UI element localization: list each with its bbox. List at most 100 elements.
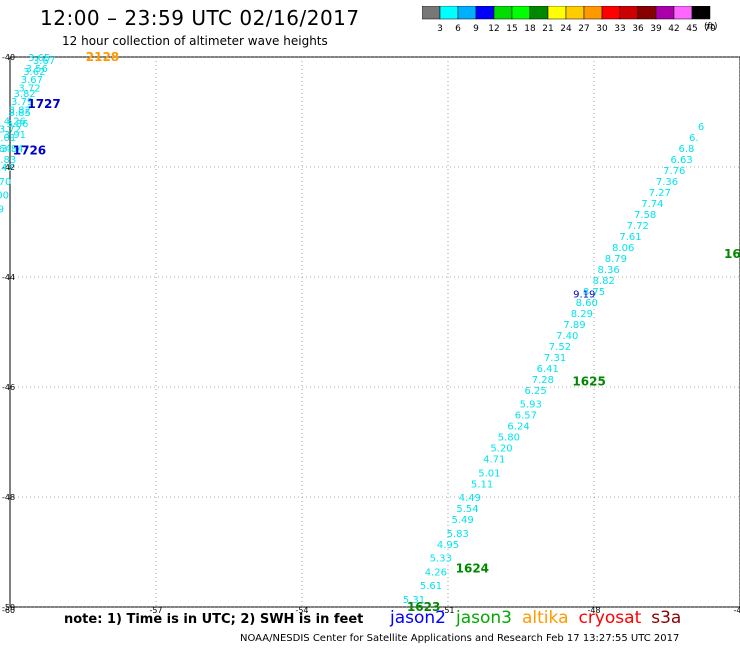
wave-height-value: 4.49 (459, 493, 481, 504)
x-tick-label: -45 (733, 606, 740, 615)
wave-height-value: 8.60 (576, 298, 598, 309)
wave-height-value: 8.36 (597, 265, 619, 276)
colorbar-label: 33 (614, 24, 625, 34)
colorbar-label: 36 (632, 24, 644, 34)
colorbar-label: 9 (473, 24, 479, 34)
wave-height-value: 7.58 (634, 210, 656, 221)
colorbar-label: 21 (542, 24, 553, 34)
satellite-jason2: jason2 (390, 608, 446, 628)
pass-time-label: 16 (724, 247, 740, 261)
units-note: note: 1) Time is in UTC; 2) SWH is in fe… (64, 612, 364, 627)
corner-label: -60 (2, 606, 15, 615)
x-tick-label: -48 (587, 606, 600, 615)
wave-height-value: 5.11 (471, 479, 493, 490)
wave-height-value: 5.83 (447, 529, 469, 540)
y-tick-label: -48 (2, 493, 15, 502)
wave-height-value: 4.01 (0, 133, 16, 144)
x-tick-label: -54 (295, 606, 308, 615)
x-tick-label: -57 (149, 606, 162, 615)
satellite-legend: jason2 jason3 altika cryosat s3a (390, 608, 691, 628)
wave-height-value: 5.20 (490, 444, 512, 455)
wave-height-value: 7.52 (549, 342, 571, 353)
wave-height-value: 8.75 (583, 287, 605, 298)
satellite-s3a: s3a (651, 608, 682, 628)
pass-time-label: 1624 (456, 562, 489, 576)
wave-height-value: 6.57 (515, 411, 537, 422)
wave-height-value: 7.28 (532, 375, 554, 386)
wave-height-value: 4.99 (0, 204, 4, 215)
wave-height-value: 4.70 (0, 177, 11, 188)
wave-height-value: 4.95 (437, 540, 459, 551)
wave-height-value: 6.8 (679, 144, 695, 155)
pass-time-label: 2128 (86, 50, 119, 64)
satellite-jason3: jason3 (456, 608, 512, 628)
y-tick-label: -40 (2, 53, 15, 62)
wave-height-value: 5.61 (420, 581, 442, 592)
wave-height-value: 3.65 (28, 53, 50, 64)
page-title: 12:00 – 23:59 UTC 02/16/2017 (40, 6, 360, 30)
wave-height-value: 3.91 (4, 130, 26, 141)
wave-height-value: 6 (698, 122, 704, 133)
wave-height-value: 8.29 (571, 309, 593, 320)
map-frame (9, 56, 740, 608)
colorbar-label: 15 (506, 24, 517, 34)
wave-height-value: 8.82 (593, 276, 615, 287)
wave-height-value: 8.06 (612, 243, 634, 254)
colorbar-label: 24 (560, 24, 572, 34)
colorbar-label: 45 (686, 24, 697, 34)
wave-height-value: 6.25 (524, 386, 546, 397)
colorbar-label: 30 (596, 24, 608, 34)
wave-height-value: 3.86 (6, 119, 28, 130)
wave-height-value: 5.80 (498, 433, 520, 444)
wave-height-value: 6.41 (537, 364, 559, 375)
colorbar-label: 12 (488, 24, 499, 34)
wave-height-value: 4.26 (4, 116, 26, 127)
wave-height-value: 3.79 (11, 97, 33, 108)
colorbar-label: 18 (524, 24, 536, 34)
wave-height-value: 7.36 (656, 177, 678, 188)
pass-time-label: 1726 (13, 144, 46, 158)
wave-height-value: 5.00 (0, 191, 9, 202)
wave-height-value: 3.67 (21, 75, 43, 86)
colorbar-label: 6 (455, 24, 461, 34)
wave-height-value: 4.47 (0, 163, 14, 174)
wave-height-value: 7.27 (649, 188, 671, 199)
colorbar-label: 27 (578, 24, 589, 34)
wave-height-value: 3.62 (23, 67, 45, 78)
y-tick-label: -46 (2, 383, 15, 392)
credit-line: NOAA/NESDIS Center for Satellite Applica… (240, 633, 680, 644)
colorbar-label: 42 (668, 24, 679, 34)
wave-height-value: 3.72 (18, 83, 40, 94)
wave-height-value: 7.89 (563, 320, 585, 331)
wave-height-value: 3.67 (33, 56, 55, 67)
wave-height-value: 3.56 (26, 64, 48, 75)
wave-height-value: 8.79 (605, 254, 627, 265)
wave-height-value: 9.19 (573, 290, 595, 301)
wave-height-value: 7.61 (619, 232, 641, 243)
satellite-cryosat: cryosat (578, 608, 642, 628)
x-tick-label: -51 (441, 606, 454, 615)
wave-height-colorbar: 3 6 9 12 15 18 21 24 27 30 33 36 39 42 45 70 (422, 6, 716, 34)
pass-time-label: 1625 (572, 375, 605, 389)
wave-height-value: 3.83 (0, 155, 16, 166)
pass-time-label: 1623 (407, 600, 440, 614)
colorbar-label: 70 (704, 24, 716, 34)
wave-height-value: 5.93 (520, 400, 542, 411)
page-subtitle: 12 hour collection of altimeter wave hei… (62, 34, 328, 48)
colorbar-label: 39 (650, 24, 662, 34)
wave-height-value: 3.82 (13, 89, 35, 100)
wave-height-value: 7.31 (544, 353, 566, 364)
wave-height-value: 4.26 (425, 567, 447, 578)
wave-height-value: 4.71 (483, 455, 505, 466)
wave-height-value: 6.63 (670, 155, 692, 166)
colorbar-swatch (691, 6, 711, 20)
wave-height-value: 5.33 (430, 554, 452, 565)
wave-height-value: 3.72 (0, 125, 21, 136)
wave-height-value: 7.72 (627, 221, 649, 232)
wave-height-value: 3.84 (1, 144, 23, 155)
wave-height-value: 5.54 (456, 504, 478, 515)
wave-height-value: 7.40 (556, 331, 578, 342)
pass-time-label: 1727 (27, 97, 60, 111)
wave-height-value: 5.31 (403, 595, 425, 606)
